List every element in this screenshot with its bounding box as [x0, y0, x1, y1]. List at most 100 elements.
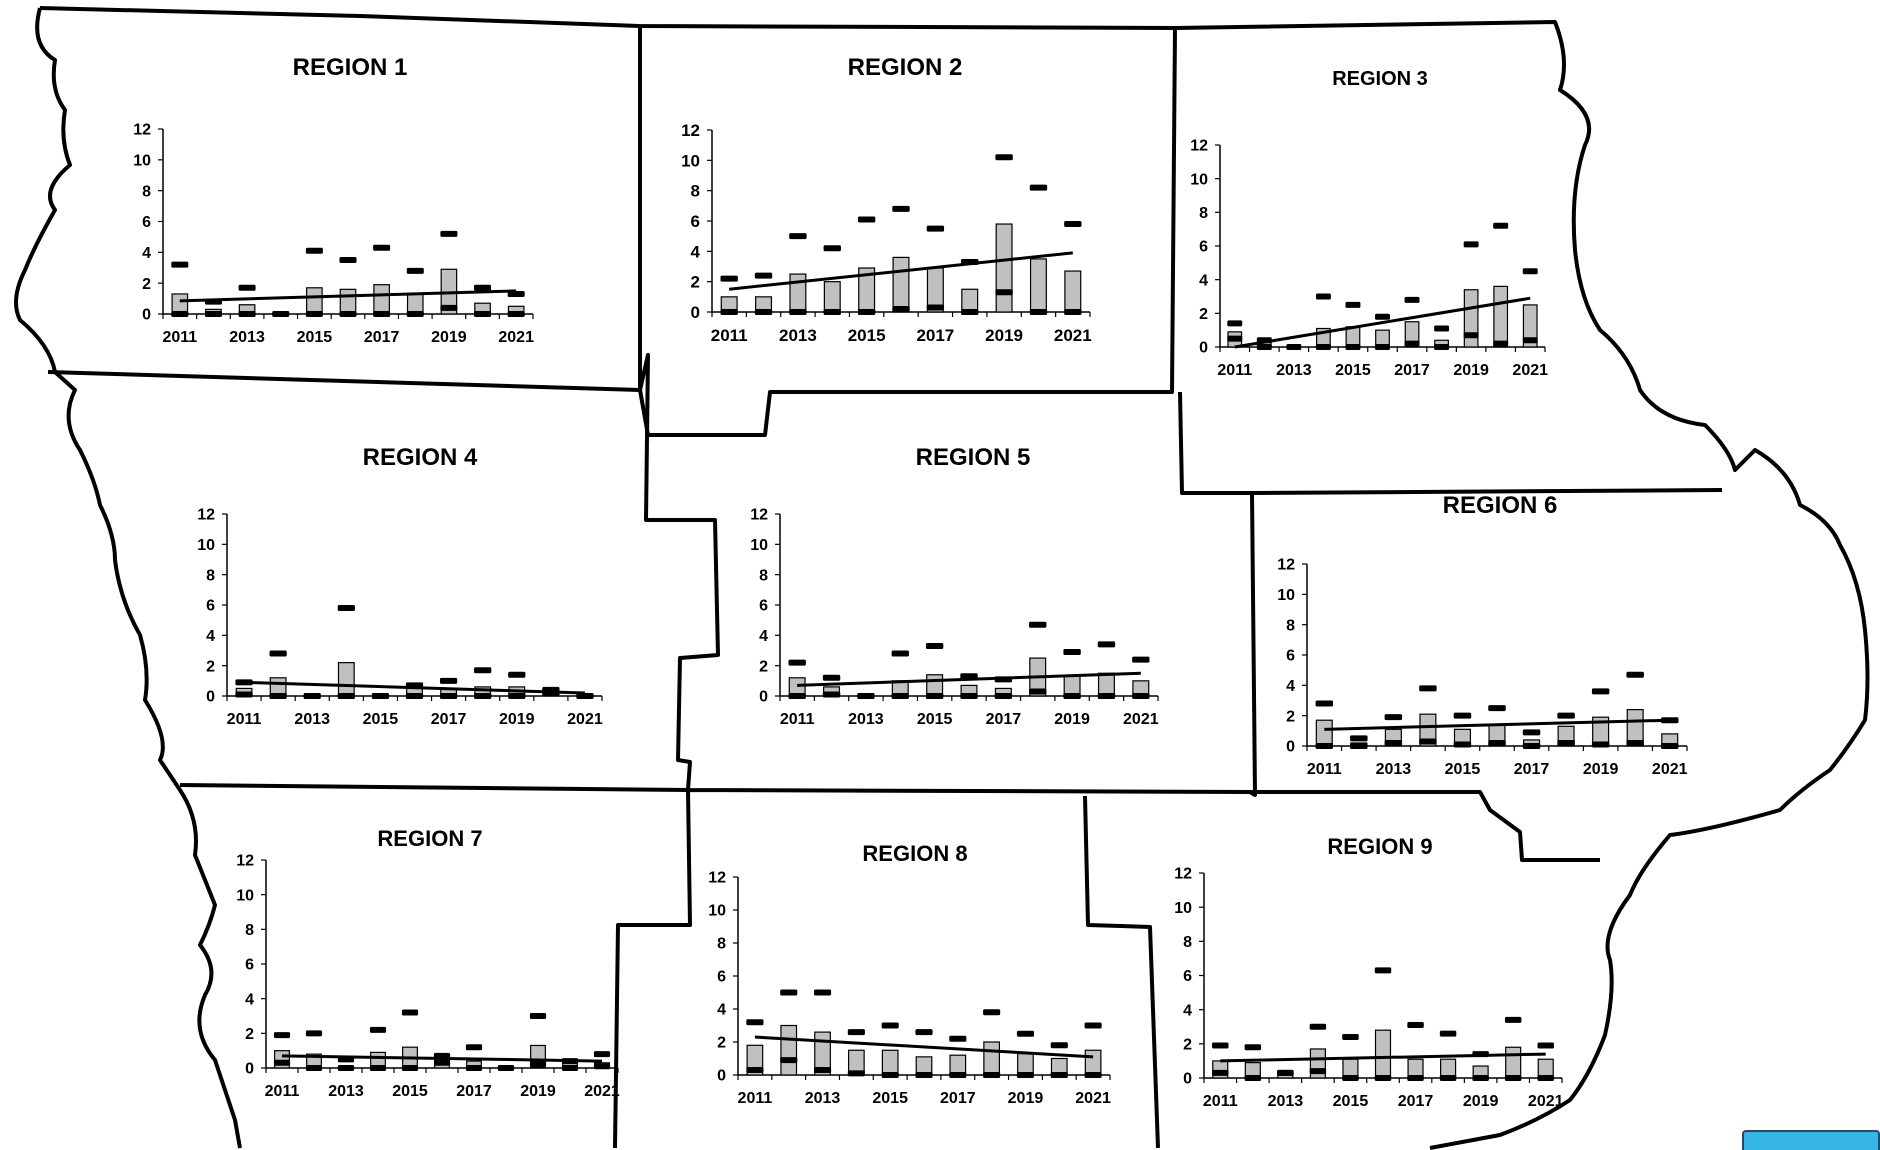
lower-marker: [465, 1065, 483, 1071]
upper-marker: [1374, 967, 1392, 974]
region-7-chart: REGION 7 0 2 4 6 8 10 12 2011 2013 2015 2017 2019 20…: [220, 822, 640, 1112]
y-tick-label: 0: [759, 689, 768, 706]
x-tick-label: 2011: [780, 711, 815, 728]
x-tick-label: 2019: [1008, 1090, 1044, 1107]
y-tick-label: 12: [1174, 866, 1192, 883]
upper-marker: [1384, 714, 1403, 721]
y-tick-label: 8: [1286, 617, 1295, 634]
lower-marker: [1345, 344, 1361, 350]
x-tick-label: 2013: [779, 326, 817, 345]
lower-marker: [1244, 1075, 1262, 1081]
upper-marker: [1345, 301, 1361, 308]
upper-marker: [1626, 671, 1644, 678]
x-tick-label: 2015: [1333, 1093, 1369, 1110]
upper-marker: [273, 1032, 291, 1039]
x-tick-label: 2015: [848, 326, 886, 345]
bar: [1064, 270, 1082, 313]
region-9-chart: REGION 9 0 2 4 6 8 10 12 2011 2013 2015 2017 2019 20…: [1160, 828, 1600, 1128]
upper-marker: [269, 650, 287, 657]
y-tick-label: 2: [691, 273, 700, 292]
upper-marker: [789, 233, 807, 240]
upper-marker: [925, 642, 944, 649]
lower-marker: [1212, 1069, 1229, 1076]
upper-marker: [1029, 621, 1047, 628]
lower-marker: [720, 309, 738, 315]
chart-title: REGION 4: [362, 444, 478, 471]
lower-marker: [204, 311, 222, 317]
y-tick-label: 8: [1183, 934, 1192, 951]
x-tick-label: 2013: [1276, 362, 1312, 379]
lower-marker: [1504, 1075, 1522, 1081]
upper-marker: [1493, 222, 1509, 229]
lower-marker: [881, 1072, 899, 1078]
x-tick-label: 2021: [1512, 362, 1548, 379]
bar: [1419, 713, 1437, 747]
y-tick-label: 6: [759, 598, 768, 615]
lower-marker: [891, 693, 909, 699]
lower-marker: [1493, 340, 1509, 347]
bar: [1626, 709, 1644, 747]
lower-marker: [1591, 741, 1610, 748]
trend-line: [729, 251, 1073, 291]
lower-marker: [746, 1067, 764, 1074]
lower-marker: [235, 691, 253, 698]
y-tick-label: 10: [236, 887, 254, 904]
upper-marker: [847, 1029, 865, 1036]
upper-marker: [892, 205, 910, 212]
lower-marker: [1350, 743, 1368, 749]
lower-marker: [857, 309, 876, 315]
bar: [1345, 326, 1361, 348]
bar: [1505, 1046, 1522, 1079]
x-tick-label: 2021: [1054, 326, 1092, 345]
bar: [983, 1041, 1001, 1076]
bar: [961, 288, 979, 313]
lower-marker: [1050, 1072, 1068, 1078]
x-tick-label: 2017: [431, 711, 467, 728]
y-tick-label: 6: [1286, 648, 1295, 665]
y-tick-label: 8: [206, 567, 215, 584]
upper-marker: [465, 1044, 483, 1051]
lower-marker: [1404, 340, 1420, 347]
y-tick-label: 2: [1183, 1036, 1192, 1053]
y-tick-label: 12: [1277, 557, 1295, 574]
x-tick-label: 2017: [1398, 1093, 1434, 1110]
upper-marker: [337, 605, 355, 612]
y-tick-label: 0: [1183, 1071, 1192, 1088]
upper-marker: [440, 230, 458, 237]
y-tick-label: 10: [197, 537, 215, 554]
upper-marker: [1404, 296, 1420, 303]
lower-marker: [754, 309, 773, 315]
y-tick-label: 12: [750, 507, 768, 524]
x-tick-label: 2013: [848, 711, 884, 728]
y-tick-label: 8: [142, 183, 151, 200]
upper-marker: [949, 1035, 967, 1042]
y-tick-label: 6: [142, 214, 151, 231]
lower-marker: [269, 693, 287, 699]
lower-marker: [1084, 1072, 1102, 1078]
x-tick-label: 2019: [1583, 761, 1619, 778]
upper-marker: [891, 650, 909, 657]
bar: [1463, 289, 1479, 348]
bar: [823, 281, 841, 313]
upper-marker: [439, 677, 458, 684]
lower-marker: [822, 691, 841, 698]
x-tick-label: 2011: [1203, 1093, 1238, 1110]
lower-marker: [401, 1065, 419, 1071]
trend-line: [1324, 718, 1670, 731]
lower-marker: [474, 311, 492, 317]
lower-marker: [373, 311, 391, 317]
lower-marker: [1488, 739, 1506, 746]
y-tick-label: 0: [142, 307, 151, 324]
lower-marker: [339, 311, 357, 317]
x-tick-label: 2017: [986, 711, 1022, 728]
chart-title: REGION 9: [1327, 834, 1433, 859]
lower-marker: [1064, 309, 1082, 315]
y-tick-label: 10: [750, 537, 768, 554]
y-tick-label: 12: [197, 507, 215, 524]
x-tick-label: 2015: [297, 329, 333, 346]
bar: [814, 1031, 831, 1076]
lower-marker: [892, 305, 910, 312]
x-tick-label: 2019: [520, 1083, 556, 1100]
region-8-chart: REGION 8 0 2 4 6 8 10 12 2011 2013 2015 2017 2019 20…: [690, 835, 1140, 1125]
